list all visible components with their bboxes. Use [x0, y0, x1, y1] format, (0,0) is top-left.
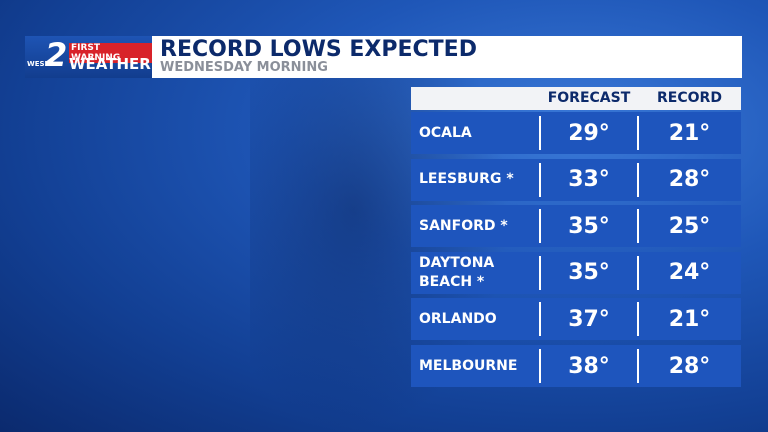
table-row: MELBOURNE 38° 28° [411, 345, 741, 387]
divider [539, 349, 541, 383]
record-temp: 28° [668, 167, 711, 193]
column-header: RECORD [657, 90, 722, 106]
record-temp: 28° [668, 353, 711, 379]
logo: 2 WESH FIRST WARNING WEATHER [25, 36, 152, 78]
forecast-temp: 38° [568, 353, 610, 379]
title: RECORD LOWS EXPECTED [160, 37, 477, 62]
forecast-temp: 35° [568, 213, 610, 239]
table-header [411, 87, 741, 110]
logo-station: WESH [27, 60, 51, 68]
table-row: LEESBURG * 33° 28° [411, 158, 741, 201]
divider [637, 302, 639, 337]
record-temp: 21° [668, 120, 711, 146]
table-row: ORLANDO 37° 21° [411, 298, 741, 341]
record-temp: 24° [668, 260, 711, 286]
logo-brand: WEATHER [69, 55, 151, 73]
divider [539, 116, 541, 150]
column-header: FORECAST [547, 90, 631, 106]
divider [539, 162, 541, 197]
record-temp: 25° [668, 213, 711, 239]
table-row: DAYTONA BEACH * 35° 24° [411, 251, 741, 294]
city-name: LEESBURG * [419, 171, 514, 188]
city-name: OCALA [419, 124, 472, 141]
forecast-temp: 37° [568, 306, 610, 332]
divider [637, 162, 639, 197]
city-name: DAYTONA BEACH * [419, 254, 495, 290]
divider [637, 255, 639, 290]
city-name: SANFORD * [419, 217, 508, 234]
divider [637, 349, 639, 383]
city-name: MELBOURNE [419, 357, 518, 374]
forecast-temp: 35° [568, 260, 610, 286]
divider [539, 255, 541, 290]
logo-channel: 2 [45, 36, 68, 74]
table-row: OCALA 29° 21° [411, 112, 741, 154]
logo-tagline: FIRST WARNING [69, 43, 152, 63]
divider [539, 302, 541, 337]
divider [637, 209, 639, 244]
record-temp: 21° [668, 306, 711, 332]
table-row: SANFORD * 35° 25° [411, 205, 741, 248]
divider [539, 209, 541, 244]
forecast-temp: 29° [568, 120, 610, 146]
city-name: ORLANDO [419, 310, 497, 327]
divider [637, 116, 639, 150]
subtitle: WEDNESDAY MORNING [160, 60, 328, 75]
forecast-temp: 33° [568, 167, 610, 193]
